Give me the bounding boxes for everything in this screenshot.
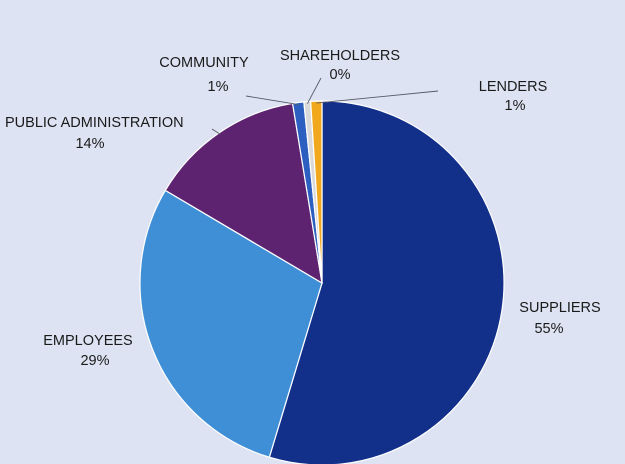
public-administration-name: PUBLIC ADMINISTRATION [5, 115, 184, 131]
leader-public-administration [211, 128, 221, 135]
employees-percent: 29% [80, 353, 109, 369]
shareholders-name: SHAREHOLDERS [280, 48, 400, 64]
public-administration-percent: 14% [75, 136, 104, 152]
slice-public-administration [164, 102, 323, 285]
suppliers-name: SUPPLIERS [519, 300, 600, 316]
leader-shareholders [307, 77, 322, 104]
label-public-administration: PUBLIC ADMINISTRATION 14% [5, 115, 184, 152]
leader-lenders [316, 90, 439, 104]
slice-employees [139, 189, 323, 458]
suppliers-percent: 55% [534, 321, 563, 337]
lenders-percent: 1% [505, 98, 526, 114]
employees-name: EMPLOYEES [43, 333, 132, 349]
community-name: COMMUNITY [159, 55, 249, 71]
community-percent: 1% [208, 79, 229, 95]
label-community: COMMUNITY 1% [159, 55, 249, 95]
pie-slices [139, 100, 505, 464]
slice-lenders [310, 100, 323, 284]
label-suppliers: SUPPLIERS 55% [519, 300, 600, 337]
label-shareholders: SHAREHOLDERS 0% [280, 48, 400, 83]
slice-suppliers [268, 100, 505, 464]
shareholders-percent: 0% [330, 67, 351, 83]
label-lenders: LENDERS 1% [479, 79, 548, 114]
lenders-name: LENDERS [479, 79, 548, 95]
leader-lines [211, 77, 439, 135]
leader-community [245, 95, 299, 105]
label-employees: EMPLOYEES 29% [43, 333, 132, 369]
